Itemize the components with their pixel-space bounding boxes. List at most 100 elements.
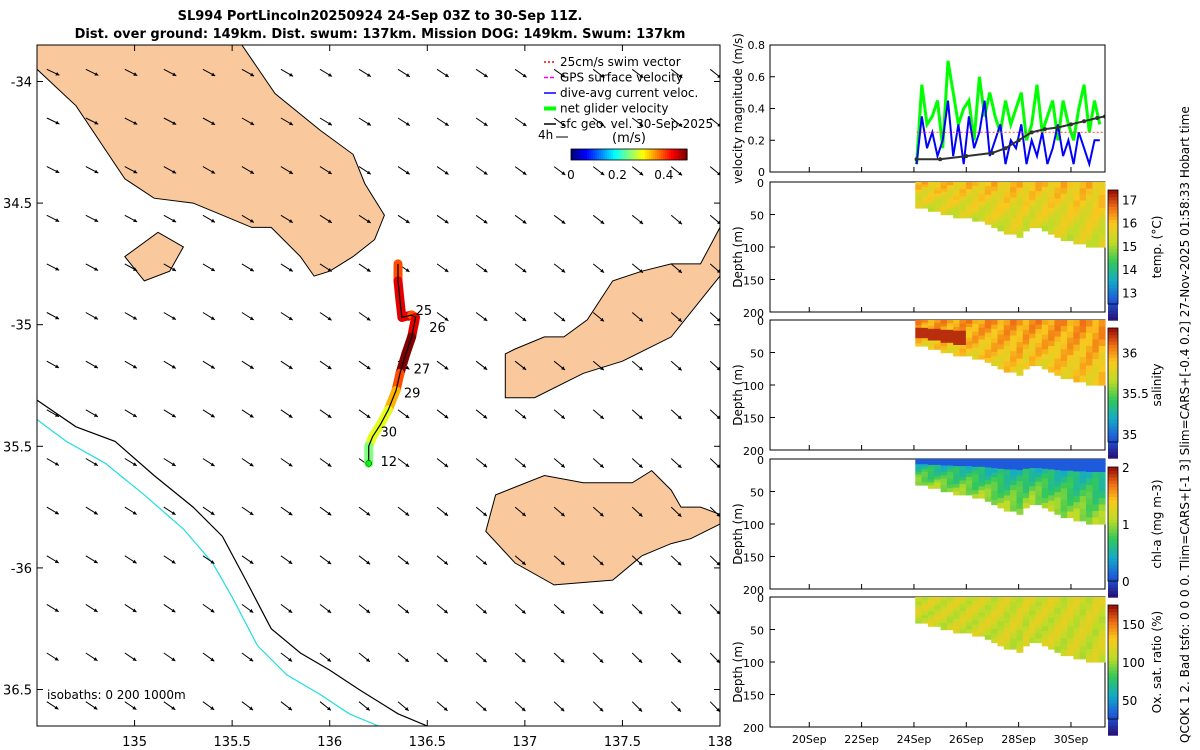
current-arrow-head	[405, 609, 409, 614]
current-arrow-head	[172, 218, 177, 223]
section-cell	[953, 196, 961, 201]
section-cell	[984, 480, 992, 485]
section-cell	[1003, 187, 1011, 193]
section-cell	[978, 612, 986, 618]
section-cell	[997, 196, 1005, 203]
section-cell	[946, 188, 954, 193]
section-cell	[1079, 597, 1087, 604]
section-cell	[1003, 223, 1011, 230]
section-cell	[1060, 602, 1068, 610]
section-y-tick-label: 150	[743, 552, 764, 565]
section-cell	[953, 611, 961, 616]
section-cell	[1073, 597, 1081, 604]
current-arrow-head	[133, 121, 138, 125]
section-colorbar-cell	[1108, 406, 1118, 410]
section-cell	[991, 597, 999, 603]
section-cell	[1035, 351, 1043, 357]
section-cell	[1022, 473, 1030, 480]
section-cell	[991, 486, 999, 492]
section-cell	[997, 186, 1005, 193]
section-cell	[1067, 470, 1074, 478]
section-cell	[984, 336, 992, 342]
current-arrow-head	[366, 365, 371, 370]
section-cell	[1022, 186, 1030, 193]
section-cell	[1073, 369, 1081, 377]
section-colorbar-cell	[1108, 357, 1118, 362]
section-cell	[1003, 197, 1011, 204]
section-cell	[1092, 485, 1100, 493]
section-cell	[1086, 365, 1093, 373]
current-arrow-head	[677, 659, 682, 663]
section-cell	[915, 482, 923, 486]
section-cell	[1067, 320, 1074, 327]
section-cell	[953, 600, 961, 605]
section-colorbar-cell	[1108, 548, 1118, 553]
section-cell	[1073, 344, 1081, 352]
section-cell	[997, 463, 1005, 470]
section-cell	[934, 328, 942, 333]
section-cell	[991, 204, 999, 210]
colorbar-cell	[601, 149, 604, 160]
section-cell	[984, 618, 992, 623]
section-colorbar-cell	[1108, 587, 1118, 592]
x-tick-label: 20Sep	[792, 733, 827, 746]
section-cell	[1029, 601, 1036, 607]
section-cell	[965, 337, 973, 343]
section-cell	[978, 189, 986, 195]
current-arrow-head	[94, 364, 98, 369]
section-colorbar-cell	[1108, 473, 1118, 478]
section-cell	[1092, 511, 1100, 519]
section-cell	[1041, 354, 1049, 360]
section-cell	[1041, 478, 1049, 484]
current-arrow-head	[444, 463, 449, 468]
current-arrow-head	[561, 366, 565, 370]
section-colorbar-cell	[1108, 287, 1118, 292]
section-cell	[959, 192, 967, 197]
section-cell	[1022, 483, 1030, 489]
current-arrow-head	[560, 658, 565, 663]
section-cell	[1067, 337, 1074, 344]
section-cell	[1035, 191, 1043, 197]
section-cell	[921, 340, 929, 344]
map-y-tick-label: 35.5	[3, 440, 32, 455]
section-cell	[984, 190, 992, 196]
section-cell	[934, 461, 942, 466]
section-cell	[972, 320, 980, 325]
section-cell	[915, 464, 923, 468]
section-cell	[1079, 652, 1087, 660]
colorbar-frame	[570, 148, 688, 161]
colorbar-cell	[573, 149, 576, 160]
section-cell	[997, 611, 1005, 618]
section-cell	[1073, 363, 1081, 370]
section-cell	[997, 498, 1005, 504]
section-cell	[1092, 240, 1100, 248]
section-cell	[915, 610, 923, 614]
current-arrow-head	[210, 511, 215, 515]
current-arrow-head	[483, 512, 487, 516]
section-cell	[1010, 197, 1017, 204]
section-cell	[1098, 603, 1106, 611]
section-cell	[927, 208, 935, 212]
section-cell	[927, 184, 935, 189]
current-arrow-head	[54, 510, 59, 515]
section-colorbar-cell	[1108, 277, 1118, 282]
current-arrow-head	[171, 462, 176, 466]
section-cell	[1029, 324, 1036, 330]
section-cell	[1086, 240, 1093, 248]
section-colorbar-cell	[1108, 303, 1118, 308]
current-arrow-head	[638, 610, 643, 615]
section-cell	[927, 597, 935, 601]
section-cell	[972, 185, 980, 191]
section-colorbar-cell	[1108, 480, 1118, 484]
section-cell	[1086, 629, 1093, 637]
section-cell	[953, 352, 961, 357]
section-cell	[1098, 649, 1106, 657]
section-colorbar-frame	[1107, 604, 1119, 720]
section-cell	[1016, 608, 1024, 615]
section-cell	[921, 461, 929, 465]
section-colorbar-cell	[1108, 614, 1118, 619]
colorbar-cell	[665, 149, 668, 160]
section-cell	[946, 201, 954, 206]
